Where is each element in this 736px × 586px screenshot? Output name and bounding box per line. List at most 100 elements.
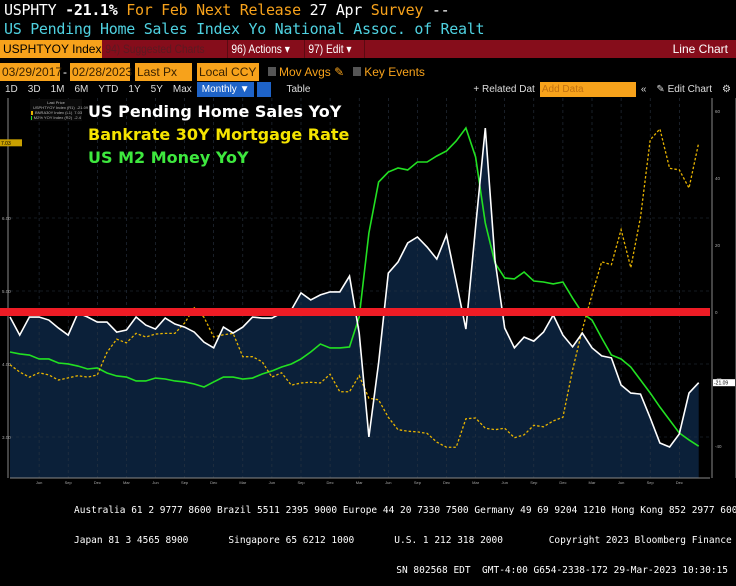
survey-label: Survey <box>370 1 424 19</box>
next-release-label: Next Release <box>196 1 301 19</box>
x-tick-label: Sep <box>65 480 73 485</box>
pending-home-sales-area <box>10 128 699 478</box>
edit-chart-button[interactable]: ✎ Edit Chart <box>656 84 713 95</box>
x-tick-label: Dec <box>327 480 334 485</box>
last-tag-mortgage-bg <box>0 139 22 147</box>
suggested-charts-button[interactable]: 94) Suggested Charts <box>105 42 205 56</box>
period-1y[interactable]: 1Y <box>128 84 141 95</box>
last-tag-mortgage: 7.03 <box>1 141 11 147</box>
security-description: US Pending Home Sales Index Yo National … <box>4 20 485 38</box>
footer: Australia 61 2 9777 8600 Brazil 5511 239… <box>0 486 736 586</box>
checkbox-icon <box>268 67 276 76</box>
x-tick-label: Dec <box>94 480 101 485</box>
left-tick-label: 3.00 <box>2 435 11 440</box>
price-field-select[interactable]: Last Px <box>135 63 192 81</box>
toolbar: USPHTYOY Index 94) Suggested Charts 96) … <box>0 40 736 58</box>
legend-value: -21.09 <box>76 105 89 110</box>
legend-value: -2.4 <box>74 115 81 120</box>
collapse-button[interactable]: « <box>640 84 647 95</box>
x-tick-label: Jun <box>618 480 624 485</box>
legend-label: BNRA30Y Index (L1) <box>35 110 73 115</box>
related-data-button[interactable]: + Related Dat <box>473 84 535 95</box>
annotation-m2-money: US M2 Money YoY <box>88 148 249 167</box>
divider <box>304 40 306 58</box>
x-tick-label: Dec <box>210 480 217 485</box>
x-tick-label: Dec <box>559 480 566 485</box>
x-tick-label: Mar <box>239 480 247 485</box>
period-bar: 1D 3D 1M 6M YTD 1Y 5Y Max Monthly ▼ Tabl… <box>0 82 736 97</box>
start-date-input[interactable]: 03/29/2017 <box>0 63 63 81</box>
currency-select[interactable]: Local CCY <box>197 63 259 81</box>
divider <box>364 40 366 58</box>
legend-label: M2% YOY Index (R2) <box>33 115 73 120</box>
right1-tick-label: 0 <box>715 310 718 315</box>
x-tick-label: Sep <box>530 480 538 485</box>
x-tick-label: Mar <box>123 480 131 485</box>
x-tick-label: Dec <box>443 480 450 485</box>
right1-tick-label: -40 <box>715 444 722 449</box>
footer-contacts-2: Japan 81 3 4565 8900 Singapore 65 6212 1… <box>74 535 736 546</box>
annotation-mortgage-rate: Bankrate 30Y Mortgage Rate <box>88 125 350 144</box>
legend-swatch-icon <box>31 110 33 115</box>
zero-reference-band <box>0 308 710 316</box>
x-tick-label: Mar <box>472 480 480 485</box>
legend-value: 7.03 <box>74 110 83 115</box>
x-tick-label: Mar <box>589 480 597 485</box>
x-tick-label: Jun <box>269 480 275 485</box>
chart-style-icon[interactable] <box>257 82 272 97</box>
legend-swatch-icon <box>31 115 32 120</box>
chart-type-label[interactable]: Line Chart <box>672 42 728 56</box>
x-tick-label: Sep <box>414 480 422 485</box>
legend-item: M2% YOY Index (R2) -2.4 <box>31 115 81 120</box>
actions-menu[interactable]: 96) Actions ▾ <box>231 42 290 56</box>
period-max[interactable]: Max <box>172 84 192 95</box>
legend-title: Last Price <box>47 100 65 105</box>
period-ytd[interactable]: YTD <box>98 84 119 95</box>
x-tick-label: Sep <box>647 480 655 485</box>
x-tick-label: Jun <box>385 480 391 485</box>
frequency-select[interactable]: Monthly ▼ <box>196 82 255 97</box>
x-tick-label: Jun <box>501 480 507 485</box>
right1-tick-label: 40 <box>715 176 721 181</box>
last-tag-home-sales-bg <box>713 379 735 387</box>
mov-avgs-label: Mov Avgs <box>279 65 331 79</box>
legend-label: USPHTYOY Index (R1) <box>33 105 75 110</box>
divider <box>226 40 228 58</box>
end-date-input[interactable]: 02/28/2023 <box>70 63 133 81</box>
edit-menu[interactable]: 97) Edit ▾ <box>308 42 352 56</box>
legend-item: BNRA30Y Index (L1) 7.03 <box>31 110 83 115</box>
footer-session: SN 802568 EDT GMT-4:00 G654-2338-172 29-… <box>396 565 728 576</box>
x-tick-label: Sep <box>297 480 305 485</box>
last-value: -21.1% <box>65 1 118 19</box>
add-data-input[interactable]: Add Data <box>539 82 636 97</box>
date-controls: 03/29/2017 - 02/28/2023 Last Px Local CC… <box>0 63 425 81</box>
annotation-pending-home-sales: US Pending Home Sales YoY <box>88 102 342 121</box>
settings-gear-icon[interactable]: ⚙ <box>722 84 731 95</box>
period-label: For Feb <box>126 1 188 19</box>
next-release-date: 27 Apr <box>309 1 363 19</box>
x-tick-label: Jun <box>36 480 42 485</box>
security-input[interactable]: USPHTYOY Index <box>0 40 102 58</box>
line-chart: 6.00 5.00 4.00 3.00 Jun Sep Dec Mar Jun Sep Dec Mar… <box>0 98 736 485</box>
security-headline: USPHTY -21.1% For Feb Next Release 27 Ap… <box>4 1 450 19</box>
table-button[interactable]: Table <box>286 84 311 95</box>
left-tick-label: 5.00 <box>2 289 11 294</box>
footer-contacts-1: Australia 61 2 9777 8600 Brazil 5511 239… <box>74 505 736 516</box>
x-tick-label: Dec <box>676 480 683 485</box>
key-events-checkbox[interactable]: Key Events <box>353 65 425 79</box>
period-1m[interactable]: 1M <box>50 84 65 95</box>
survey-value: -- <box>431 1 450 19</box>
period-1d[interactable]: 1D <box>5 84 18 95</box>
period-3d[interactable]: 3D <box>27 84 41 95</box>
period-6m[interactable]: 6M <box>74 84 89 95</box>
period-5y[interactable]: 5Y <box>150 84 163 95</box>
checkbox-icon <box>353 67 362 76</box>
legend-item: USPHTYOY Index (R1) -21.09 <box>31 105 88 110</box>
right1-tick-label: 60 <box>715 109 721 114</box>
ticker-code: USPHTY <box>4 1 57 19</box>
right1-tick-label: 20 <box>715 243 721 248</box>
x-tick-label: Mar <box>356 480 364 485</box>
mov-avgs-checkbox[interactable]: Mov Avgs ✎ <box>268 65 344 79</box>
x-tick-label: Jun <box>152 480 158 485</box>
left-tick-label: 6.00 <box>2 216 11 221</box>
